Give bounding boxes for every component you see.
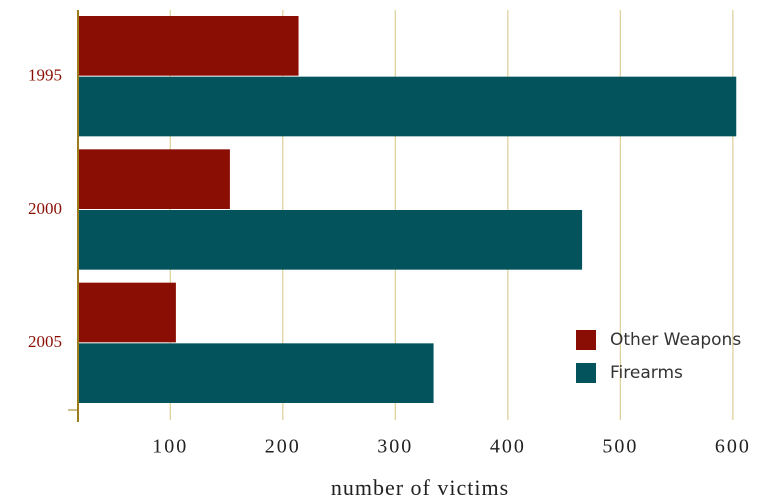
bar (78, 76, 737, 137)
y-tick-label: 2005 (28, 332, 62, 351)
x-tick-label: 100 (152, 436, 188, 458)
legend-label: Firearms (610, 363, 683, 383)
x-tick-label: 400 (490, 436, 526, 458)
bar (78, 149, 230, 209)
bar (78, 210, 583, 270)
legend-label: Other Weapons (610, 330, 741, 350)
bar (78, 343, 434, 403)
x-axis-title: number of victims (331, 475, 509, 500)
legend-swatch (576, 330, 596, 350)
y-tick-label: 1995 (28, 66, 62, 85)
y-tick-label: 2000 (28, 199, 62, 218)
legend-swatch (576, 363, 596, 383)
bar (78, 16, 299, 76)
x-tick-label: 300 (377, 436, 413, 458)
x-tick-label: 600 (715, 436, 751, 458)
x-tick-label: 500 (602, 436, 638, 458)
bar (78, 282, 176, 343)
x-tick-label: 200 (265, 436, 301, 458)
